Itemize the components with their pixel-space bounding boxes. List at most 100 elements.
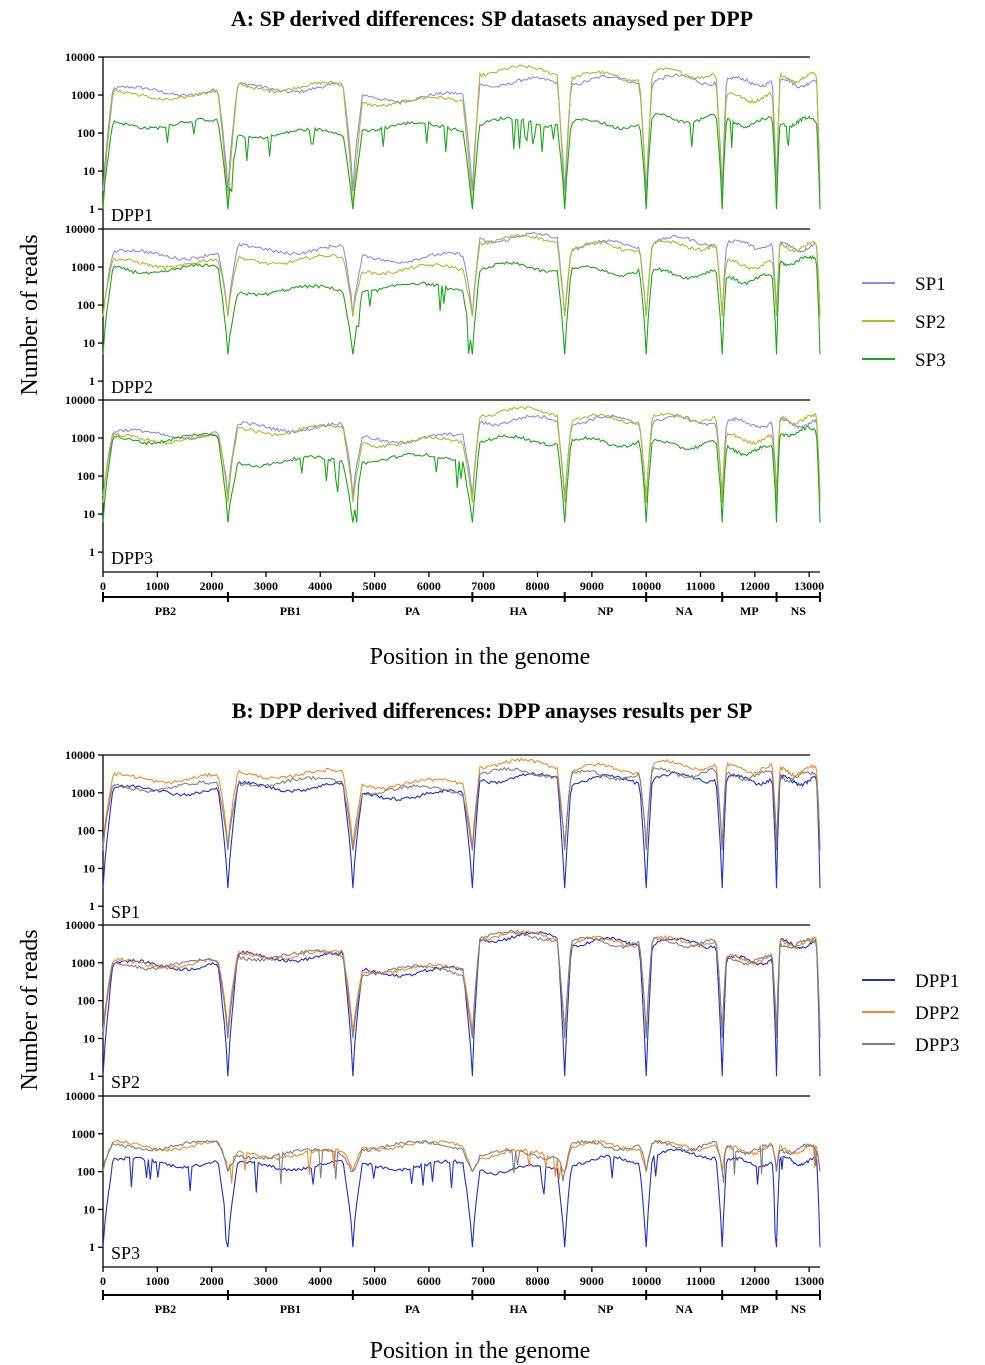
series-sp1-line — [102, 414, 821, 496]
y-tick-label: 10 — [83, 861, 95, 875]
panel-dpp3: 1 10 100 1000 10000 DPP3 — [65, 393, 821, 572]
segment-label: HA — [510, 1302, 528, 1316]
series-sp1-line — [102, 232, 821, 317]
segment-label: NS — [791, 604, 807, 618]
legend-label: DPP3 — [915, 1035, 959, 1056]
x-tick-label: 1000 — [145, 1274, 169, 1288]
segment-label: NP — [597, 1302, 613, 1316]
x-axis-label: Position in the genome — [370, 1338, 591, 1364]
panel-sp1: 1 10 100 1000 10000 SP1 — [65, 748, 821, 926]
x-tick-label: 2000 — [200, 579, 224, 593]
series-sp2-line — [102, 233, 821, 317]
series-dpp2-line — [102, 928, 821, 1032]
series-dpp3-line — [102, 766, 821, 851]
segment-label: PB2 — [155, 604, 176, 618]
x-tick-label: 6000 — [417, 579, 441, 593]
y-tick-label: 100 — [77, 1165, 95, 1179]
x-axis-label: Position in the genome — [370, 644, 591, 670]
y-tick-label: 1000 — [71, 956, 95, 970]
x-tick-label: 5000 — [363, 579, 387, 593]
y-tick-label: 10 — [83, 336, 95, 350]
series-dpp2-line — [102, 757, 821, 846]
legend-label: SP1 — [915, 274, 946, 295]
legend-label: SP3 — [915, 350, 946, 371]
y-tick-label: 10000 — [65, 222, 95, 236]
panel-label: DPP1 — [111, 205, 153, 225]
series-sp2-line — [102, 64, 821, 210]
y-tick-label: 1 — [89, 202, 95, 216]
y-tick-label: 10 — [83, 1031, 95, 1045]
segment-label: MP — [740, 604, 759, 618]
x-tick-label: 9000 — [580, 1274, 604, 1288]
panel-label: DPP3 — [111, 548, 153, 568]
chart-a: A: SP derived differences: SP datasets a… — [17, 6, 946, 670]
y-tick-label: 1 — [89, 1069, 95, 1083]
series-sp1-line — [102, 73, 821, 192]
x-tick-label: 4000 — [308, 579, 332, 593]
series-sp3-line — [102, 113, 821, 210]
y-tick-label: 1000 — [71, 260, 95, 274]
y-tick-label: 10000 — [65, 918, 95, 932]
y-tick-label: 100 — [77, 824, 95, 838]
segment-label: PB2 — [155, 1302, 176, 1316]
y-axis-label: Number of reads — [17, 234, 43, 395]
series-sp2-line — [102, 406, 821, 503]
x-tick-label: 2000 — [200, 1274, 224, 1288]
series-dpp2-line — [102, 1139, 821, 1184]
x-tick-label: 9000 — [580, 579, 604, 593]
y-tick-label: 10 — [83, 507, 95, 521]
series-dpp1-line — [102, 1148, 821, 1248]
segment-label: PB1 — [280, 604, 301, 618]
series-sp3-line — [102, 425, 821, 523]
segment-label: NP — [597, 604, 613, 618]
x-tick-label: 7000 — [471, 579, 495, 593]
segment-label: PA — [405, 604, 420, 618]
panel-label: SP2 — [111, 1072, 140, 1092]
segment-label: NA — [676, 1302, 694, 1316]
chart-title: A: SP derived differences: SP datasets a… — [231, 6, 753, 31]
segment-label: HA — [510, 604, 528, 618]
y-tick-label: 10 — [83, 1202, 95, 1216]
x-tick-label: 12000 — [740, 1274, 770, 1288]
series-dpp3-line — [102, 1139, 821, 1185]
panel-label: SP1 — [111, 902, 140, 922]
x-tick-label: 7000 — [471, 1274, 495, 1288]
y-tick-label: 10000 — [65, 393, 95, 407]
y-tick-label: 1 — [89, 899, 95, 913]
x-tick-label: 3000 — [254, 579, 278, 593]
x-tick-label: 13000 — [794, 1274, 824, 1288]
segment-label: PB1 — [280, 1302, 301, 1316]
y-tick-label: 10000 — [65, 50, 95, 64]
x-tick-label: 12000 — [740, 579, 770, 593]
panel-sp2: 1 10 100 1000 10000 SP2 — [65, 918, 821, 1096]
x-tick-label: 0 — [100, 579, 106, 593]
panel-label: SP3 — [111, 1243, 140, 1263]
y-tick-label: 10000 — [65, 1089, 95, 1103]
x-tick-label: 10000 — [631, 579, 661, 593]
x-tick-label: 11000 — [686, 579, 715, 593]
panel-label: DPP2 — [111, 377, 153, 397]
y-tick-label: 10 — [83, 164, 95, 178]
series-dpp3-line — [102, 930, 821, 1039]
x-tick-label: 1000 — [145, 579, 169, 593]
x-tick-label: 3000 — [254, 1274, 278, 1288]
legend-label: DPP1 — [915, 971, 959, 992]
y-tick-label: 1000 — [71, 786, 95, 800]
panel-dpp1: 1 10 100 1000 10000 DPP1 — [65, 50, 821, 229]
y-tick-label: 100 — [77, 994, 95, 1008]
x-tick-label: 10000 — [631, 1274, 661, 1288]
segment-label: MP — [740, 1302, 759, 1316]
panel-dpp2: 1 10 100 1000 10000 DPP2 — [65, 222, 821, 401]
series-sp3-line — [102, 254, 821, 355]
legend-label: DPP2 — [915, 1003, 959, 1024]
y-tick-label: 1 — [89, 1240, 95, 1254]
x-tick-label: 0 — [100, 1274, 106, 1288]
y-tick-label: 1000 — [71, 431, 95, 445]
segment-label: NS — [791, 1302, 807, 1316]
chart-title: B: DPP derived differences: DPP anayses … — [232, 698, 753, 723]
y-tick-label: 1 — [89, 545, 95, 559]
chart-b: B: DPP derived differences: DPP anayses … — [17, 698, 959, 1364]
x-tick-label: 4000 — [308, 1274, 332, 1288]
x-tick-label: 8000 — [526, 579, 550, 593]
